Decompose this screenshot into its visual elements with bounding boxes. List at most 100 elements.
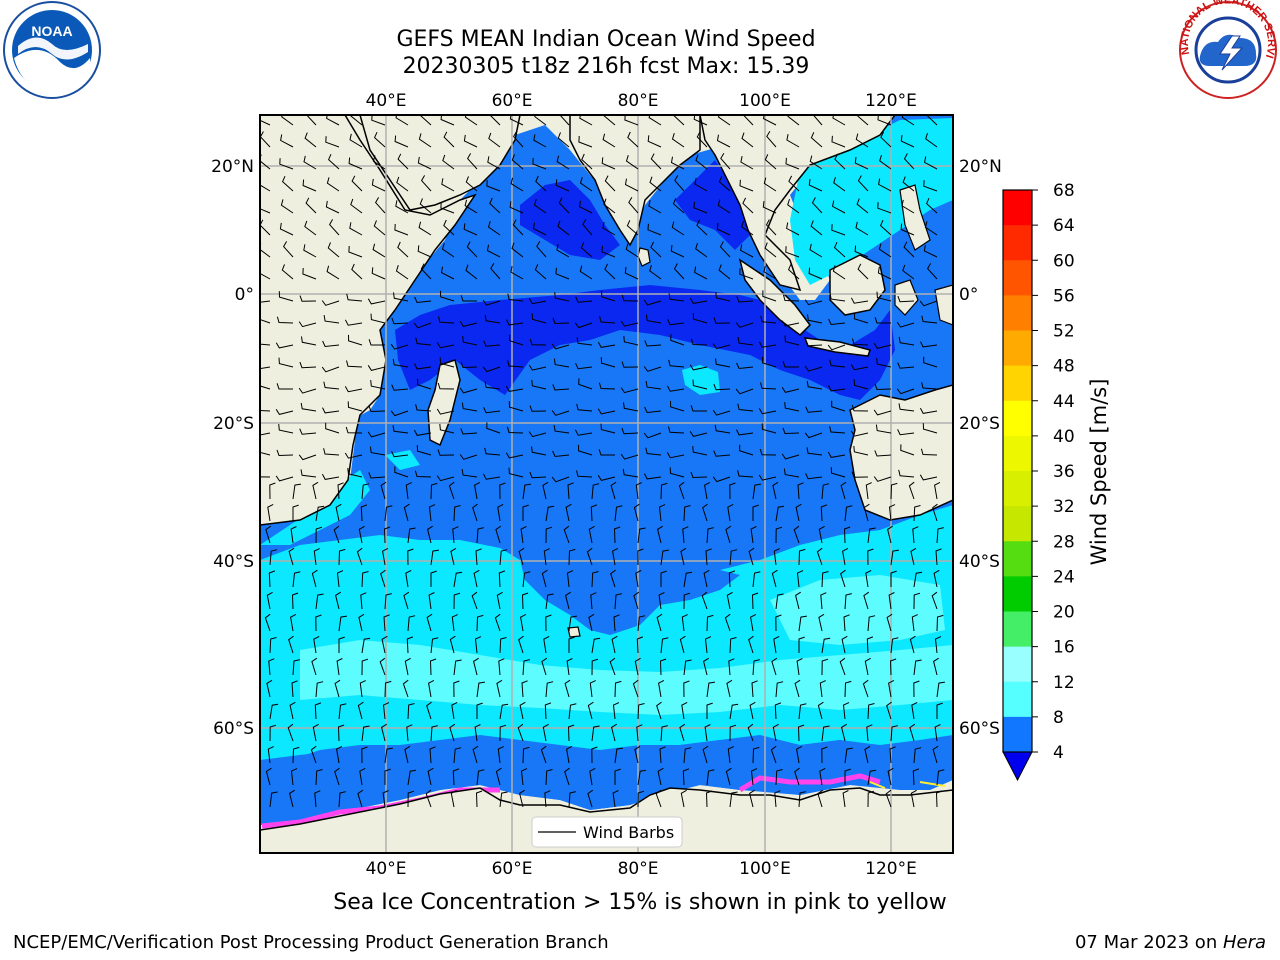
wind-barb bbox=[461, 402, 478, 412]
wind-barb bbox=[545, 593, 554, 610]
wind-barb bbox=[867, 548, 874, 566]
sumatra bbox=[738, 258, 811, 336]
wind-barb bbox=[913, 505, 921, 522]
wind-barb bbox=[486, 244, 501, 258]
wind-barb bbox=[395, 200, 409, 214]
wind-barb bbox=[919, 300, 938, 307]
wind-barb bbox=[334, 679, 341, 698]
wind-barb bbox=[260, 318, 271, 324]
wind-barb bbox=[413, 429, 432, 436]
wind-barb bbox=[326, 265, 340, 280]
wind-barb bbox=[785, 246, 800, 258]
lon-tick-bottom: 120°E bbox=[865, 859, 917, 879]
wind-barb bbox=[348, 245, 363, 258]
wind-barb bbox=[890, 482, 898, 500]
wind-barb bbox=[520, 526, 527, 544]
ocean-calm-bay bbox=[675, 160, 750, 250]
wind-barb bbox=[291, 592, 299, 610]
wind-barb bbox=[924, 156, 938, 170]
wind-barb bbox=[775, 681, 784, 698]
lat-ticks-left: 20°N 0° 20°S 40°S 60°S bbox=[211, 157, 254, 739]
wind-barb bbox=[441, 243, 455, 258]
wind-barb bbox=[886, 701, 892, 720]
colorbar-band bbox=[1003, 295, 1032, 331]
ocean-calm-arabian bbox=[520, 180, 620, 260]
wind-barb bbox=[338, 615, 347, 632]
wind-barb bbox=[620, 453, 639, 460]
wind-barb bbox=[543, 635, 550, 654]
wind-barb bbox=[439, 357, 455, 368]
wind-barb bbox=[879, 219, 892, 236]
wind-barb bbox=[303, 244, 317, 258]
wind-barb bbox=[712, 409, 731, 416]
wind-barb bbox=[461, 469, 478, 478]
wind-barb bbox=[298, 387, 317, 394]
wind-barb bbox=[726, 679, 733, 698]
wind-barb bbox=[533, 134, 547, 148]
wind-barb bbox=[302, 267, 317, 280]
wind-barb bbox=[752, 571, 761, 588]
colorbar-tick-label: 16 bbox=[1053, 638, 1075, 658]
nws-logo: NATIONAL WEATHER SERVICE bbox=[0, 0, 1277, 99]
wind-barb bbox=[625, 243, 639, 258]
wind-barb bbox=[313, 635, 320, 654]
wind-barb bbox=[936, 681, 945, 698]
wind-barb bbox=[265, 525, 272, 544]
wind-barb bbox=[737, 403, 754, 412]
wind-barb bbox=[656, 613, 663, 632]
wind-barb bbox=[440, 290, 455, 302]
wind-barb bbox=[568, 791, 576, 808]
wind-barb bbox=[758, 408, 777, 415]
colorbar-band bbox=[1003, 400, 1032, 437]
colorbar-band bbox=[1003, 260, 1032, 296]
wind-barb bbox=[282, 241, 294, 258]
wind-barb bbox=[520, 613, 527, 632]
wind-barb bbox=[752, 659, 760, 676]
wind-barb bbox=[925, 132, 938, 148]
wind-barb bbox=[302, 179, 317, 192]
wind-barb bbox=[729, 724, 737, 742]
wind-barb bbox=[472, 503, 478, 522]
wind-barb bbox=[804, 299, 823, 306]
wind-barb bbox=[706, 527, 714, 544]
wind-barb bbox=[660, 725, 668, 742]
colorbar-tick-label: 24 bbox=[1053, 567, 1075, 587]
wind-barb bbox=[913, 571, 923, 588]
wind-barb bbox=[473, 569, 480, 588]
wind-barb bbox=[692, 313, 708, 324]
wind-barb bbox=[361, 746, 368, 764]
wind-barb bbox=[718, 264, 731, 280]
wind-barb bbox=[821, 725, 830, 742]
wind-barb bbox=[483, 407, 501, 414]
wind-barb bbox=[650, 241, 662, 258]
wind-barb bbox=[416, 445, 432, 456]
wind-barb bbox=[926, 263, 938, 280]
wind-barb bbox=[459, 321, 478, 327]
lat-tick-left: 60°S bbox=[213, 719, 254, 739]
colorbar-band bbox=[1003, 471, 1032, 507]
wind-barb bbox=[729, 791, 738, 808]
wind-barb bbox=[750, 768, 758, 786]
wind-barb bbox=[841, 723, 847, 742]
wind-barb bbox=[936, 769, 945, 786]
wind-barb bbox=[591, 637, 601, 654]
wind-barb bbox=[507, 293, 524, 302]
lon-ticks-bottom: 40°E 60°E 80°E 100°E 120°E bbox=[366, 859, 917, 879]
wind-barb bbox=[637, 548, 644, 566]
wind-barb bbox=[705, 790, 713, 808]
wind-barb bbox=[679, 635, 686, 654]
wind-barb bbox=[775, 593, 784, 610]
wind-barb bbox=[660, 570, 667, 587]
wind-barb bbox=[602, 222, 616, 236]
wind-barb bbox=[438, 316, 455, 324]
wind-barb bbox=[682, 526, 689, 544]
wind-barb bbox=[482, 473, 501, 480]
wind-barb bbox=[783, 468, 800, 478]
wind-barb bbox=[647, 135, 662, 148]
wind-barb bbox=[878, 178, 892, 192]
wind-barb bbox=[775, 505, 785, 522]
colorbar-band bbox=[1003, 681, 1032, 718]
wind-barb bbox=[865, 482, 872, 500]
wind-barb bbox=[551, 476, 570, 483]
wind-barb bbox=[886, 613, 893, 632]
